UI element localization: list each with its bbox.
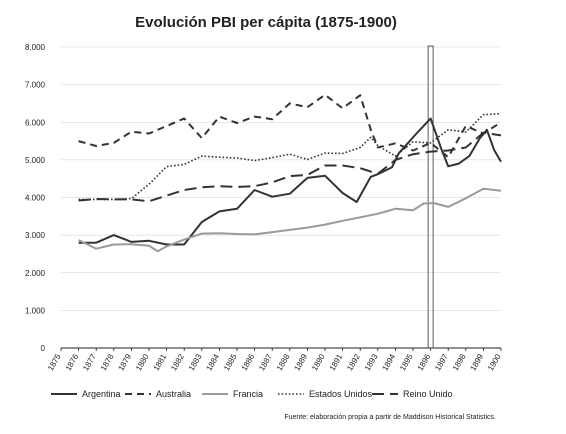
legend-label: Argentina bbox=[82, 389, 121, 399]
x-tick-label: 1880 bbox=[134, 352, 151, 372]
x-tick-label: 1882 bbox=[169, 352, 186, 372]
series-line-argentina bbox=[78, 117, 502, 246]
x-tick-label: 1891 bbox=[328, 352, 345, 372]
x-tick-label: 1886 bbox=[240, 352, 257, 372]
y-tick-label: 8.000 bbox=[25, 43, 46, 52]
series-line-francia bbox=[78, 187, 502, 253]
y-axis: 0 1.000 2.000 3.000 4.000 5.000 6.000 7.000 8.00… bbox=[25, 43, 46, 353]
x-tick-label: 1887 bbox=[257, 352, 274, 372]
x-tick-label: 1896 bbox=[416, 352, 433, 372]
x-tick-label: 1881 bbox=[152, 352, 169, 372]
x-tick-label: 1893 bbox=[363, 352, 380, 372]
x-tick-label: 1877 bbox=[81, 352, 98, 372]
x-tick-label: 1892 bbox=[345, 352, 362, 372]
y-tick-label: 7.000 bbox=[25, 81, 46, 90]
y-tick-label: 5.000 bbox=[25, 156, 46, 165]
highlight-band-1896 bbox=[427, 45, 434, 349]
x-tick-label: 1879 bbox=[116, 352, 133, 372]
x-tick-label: 1894 bbox=[380, 352, 397, 372]
x-tick-label: 1883 bbox=[187, 352, 204, 372]
x-tick-label: 1889 bbox=[292, 352, 309, 372]
legend-label: Australia bbox=[156, 389, 191, 399]
chart-title: Evolución PBI per cápita (1875-1900) bbox=[135, 14, 397, 31]
y-tick-label: 4.000 bbox=[25, 194, 46, 203]
legend-label: Estados Unidos bbox=[309, 389, 373, 399]
y-tick-label: 0 bbox=[41, 344, 46, 353]
legend: Argentina Australia Francia Estados Unidos R… bbox=[51, 389, 453, 399]
x-tick-label: 1898 bbox=[451, 352, 468, 372]
x-tick-label: 1895 bbox=[398, 352, 415, 372]
x-tick-label: 1888 bbox=[275, 352, 292, 372]
grid bbox=[61, 46, 501, 349]
series-lines bbox=[78, 93, 502, 253]
y-tick-label: 2.000 bbox=[25, 269, 46, 278]
series-line-reino-unido bbox=[78, 131, 502, 203]
x-tick-label: 1884 bbox=[204, 352, 221, 372]
legend-label: Reino Unido bbox=[403, 389, 453, 399]
x-tick-label: 1897 bbox=[433, 352, 450, 372]
y-tick-label: 6.000 bbox=[25, 118, 46, 127]
series-line-estados-unidos bbox=[78, 112, 502, 201]
y-tick-label: 3.000 bbox=[25, 231, 46, 240]
x-axis: 1875 1876 1877 1878 1879 1880 1881 1882 1883 1884… bbox=[46, 348, 503, 372]
x-tick-label: 1878 bbox=[99, 352, 116, 372]
x-tick-label: 1875 bbox=[46, 352, 63, 372]
legend-label: Francia bbox=[233, 389, 263, 399]
source-note: Fuente: elaboración propia a partir de M… bbox=[284, 414, 496, 421]
x-tick-label: 1899 bbox=[468, 352, 485, 372]
y-tick-label: 1.000 bbox=[25, 306, 46, 315]
x-tick-label: 1900 bbox=[486, 352, 503, 372]
x-tick-label: 1876 bbox=[64, 352, 81, 372]
x-tick-label: 1885 bbox=[222, 352, 239, 372]
x-tick-label: 1890 bbox=[310, 352, 327, 372]
series-line-australia bbox=[78, 93, 502, 159]
